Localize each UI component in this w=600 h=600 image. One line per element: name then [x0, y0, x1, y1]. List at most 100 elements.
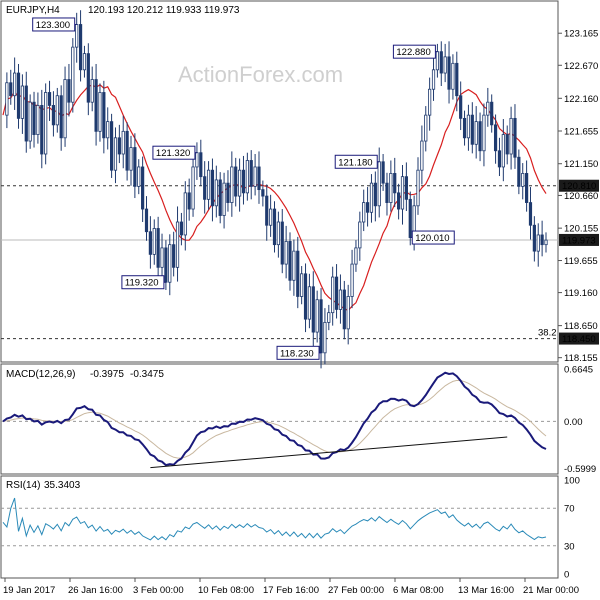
x-tick-label: 26 Jan 16:00	[68, 585, 123, 596]
candle-body	[125, 130, 129, 171]
candle-body	[435, 51, 440, 71]
candle-body	[517, 156, 521, 187]
candle-body	[431, 69, 436, 90]
candle-body	[44, 92, 48, 155]
candle-body	[199, 152, 203, 178]
rsi-label: RSI(14)	[6, 480, 40, 491]
annotation-label: 120.010	[415, 233, 449, 244]
candle-body	[323, 321, 327, 354]
candle-body	[300, 273, 304, 297]
macd-lines: 0.6645 0.00 -0.5999	[1, 365, 596, 475]
candle-body	[525, 173, 529, 203]
candle-body	[296, 250, 300, 297]
candle-body	[327, 312, 331, 323]
candle-body	[528, 202, 533, 226]
candle-body	[152, 228, 156, 255]
candle-body	[393, 173, 397, 194]
candle-body	[234, 166, 238, 197]
candle-body	[377, 161, 381, 207]
candle-body	[121, 130, 125, 155]
candle-body	[389, 173, 393, 203]
price-tick-label: 121.150	[564, 159, 598, 170]
candle-body	[505, 134, 509, 155]
candle-body	[400, 176, 405, 210]
candle-body	[536, 234, 540, 252]
annotation-label: 123.300	[36, 20, 70, 31]
price-annotations: 123.300 121.320 119.320 118.230 121.180 120.0…	[32, 17, 455, 360]
candle-body	[350, 263, 354, 297]
candle-body	[470, 114, 474, 145]
candle-body	[175, 221, 180, 268]
rsi-tick-label: 0	[564, 570, 569, 581]
candle-body	[439, 51, 443, 74]
candle-body	[129, 147, 133, 171]
candle-body	[137, 166, 141, 187]
candle-body	[369, 182, 374, 213]
candle-body	[98, 92, 102, 132]
candle-body	[51, 105, 56, 126]
candle-body	[164, 247, 168, 283]
candle-body	[466, 114, 471, 139]
macd-signal-path	[2, 379, 547, 459]
x-axis-ticks: 19 Jan 2017 26 Jan 16:00 3 Feb 00:00 10 Feb…	[3, 578, 579, 596]
candle-body	[94, 79, 98, 132]
candle-body	[284, 241, 288, 265]
candle-body	[490, 101, 494, 126]
candle-body	[67, 79, 71, 103]
price-y-ticks: 123.165 122.670 122.160 121.655 121.150 120.6…	[558, 29, 598, 364]
price-levels: 120.810 119.973 118.450 38.2	[1, 179, 599, 345]
candle-body	[532, 224, 536, 252]
level-note: 38.2	[538, 328, 557, 339]
candle-body	[168, 244, 172, 283]
macd-main-path	[2, 371, 547, 467]
candle-body	[501, 134, 505, 168]
candle-body	[288, 241, 292, 281]
rsi-path	[2, 497, 547, 541]
candle-body	[90, 79, 94, 103]
candle-body	[513, 117, 517, 158]
candle-body	[482, 114, 486, 152]
candle-body	[462, 117, 467, 139]
annotation-box	[121, 275, 165, 290]
candle-body	[540, 234, 544, 246]
candle-body	[32, 101, 36, 135]
candle-body	[334, 276, 339, 310]
candle-body	[342, 289, 346, 330]
candle-body	[346, 296, 350, 330]
annotation-box	[411, 230, 455, 245]
macd-main-value: -0.3975	[90, 369, 124, 380]
candle-body	[416, 169, 420, 207]
candle-body	[78, 24, 83, 71]
candle-body	[428, 88, 432, 116]
candle-body	[265, 195, 269, 226]
price-tick-label: 123.165	[564, 29, 598, 40]
candles	[5, 10, 548, 369]
candle-body	[509, 117, 513, 155]
macd-panel-frame	[0, 363, 559, 475]
candle-body	[459, 95, 463, 119]
candle-body	[338, 289, 343, 310]
candle-body	[106, 121, 110, 139]
macd-trendline	[150, 436, 508, 469]
candle-body	[269, 208, 273, 226]
candle-body	[373, 182, 377, 207]
candle-body	[63, 79, 67, 139]
candle-body	[245, 160, 249, 194]
candle-body	[148, 231, 152, 255]
candle-body	[230, 166, 234, 203]
x-tick-label: 27 Feb 00:00	[328, 585, 384, 596]
candle-body	[521, 173, 525, 187]
macd-tick-label: -0.5999	[564, 464, 596, 475]
price-tick-label: 119.655	[564, 256, 598, 267]
candle-body	[237, 169, 242, 197]
candle-body	[13, 72, 17, 97]
candle-body	[474, 121, 478, 145]
candle-body	[156, 228, 160, 268]
candle-body	[71, 46, 75, 103]
price-tick-label: 118.155	[564, 353, 598, 364]
candle-body	[455, 62, 459, 97]
candle-body	[86, 53, 90, 103]
candle-body	[214, 179, 218, 207]
annotation-box	[334, 154, 378, 169]
